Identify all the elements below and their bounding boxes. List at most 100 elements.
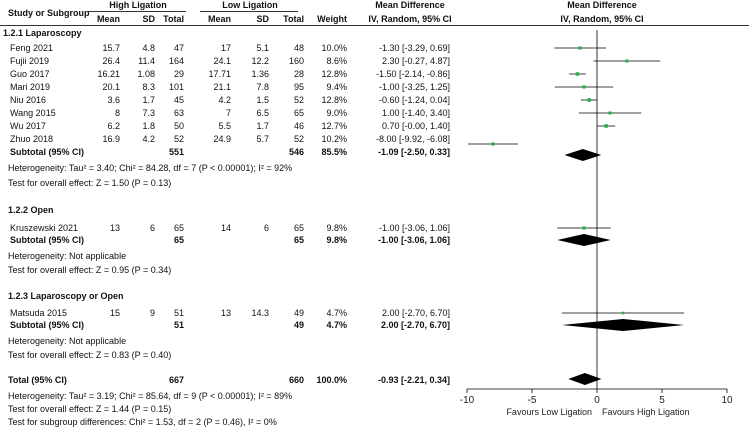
heterogeneity-text: Heterogeneity: Not applicable <box>8 251 127 261</box>
high-mean: 26.4 <box>102 56 120 66</box>
subtotal-label: Subtotal (95% CI) <box>10 320 85 330</box>
low-sd: 1.5 <box>256 95 269 105</box>
header-high-sd: SD <box>142 14 155 24</box>
weight: 12.8% <box>321 69 347 79</box>
x-tick-label: 0 <box>594 395 600 406</box>
high-total: 47 <box>173 43 184 53</box>
study-marker <box>604 124 608 128</box>
high-total: 29 <box>173 69 184 79</box>
high-total: 164 <box>168 56 184 66</box>
low-sd: 5.1 <box>256 43 269 53</box>
header-plot-title: Mean Difference <box>567 0 637 10</box>
study-marker <box>578 46 582 50</box>
subgroup-differences-text: Test for subgroup differences: Chi² = 1.… <box>8 417 277 427</box>
header-high-mean: Mean <box>96 14 120 24</box>
low-mean: 21.1 <box>213 82 231 92</box>
low-total: 52 <box>293 134 304 144</box>
favours-low-label: Favours Low Ligation <box>506 407 592 417</box>
header-weight: Weight <box>317 14 347 24</box>
pooled-diamond <box>557 234 611 246</box>
total-heterogeneity-text: Heterogeneity: Tau² = 3.19; Chi² = 85.64… <box>8 391 293 401</box>
total-ci-text: -0.93 [-2.21, 0.34] <box>377 375 450 385</box>
subgroup-title: 1.2.2 Open <box>8 205 54 215</box>
ci-text: -1.00 [-3.25, 1.25] <box>378 82 450 92</box>
high-total: 50 <box>173 121 184 131</box>
low-total: 52 <box>293 95 304 105</box>
header-low-sd: SD <box>256 14 269 24</box>
total-weight: 100.0% <box>316 375 347 385</box>
study-name: Kruszewski 2021 <box>10 223 79 233</box>
low-mean: 13 <box>220 308 231 318</box>
favours-high-label: Favours High Ligation <box>602 407 690 417</box>
header-md-method: IV, Random, 95% CI <box>368 14 452 24</box>
low-sd: 1.7 <box>256 121 269 131</box>
header-md-title: Mean Difference <box>375 0 445 10</box>
low-total: 28 <box>293 69 304 79</box>
header-high-total: Total <box>163 14 184 24</box>
total-low-total: 660 <box>288 375 304 385</box>
low-mean: 17.71 <box>208 69 231 79</box>
high-sd: 1.8 <box>142 121 155 131</box>
low-sd: 6.5 <box>256 108 269 118</box>
subtotal-ci-text: -1.00 [-3.06, 1.06] <box>377 235 450 245</box>
study-marker <box>575 72 580 76</box>
subgroup-title: 1.2.1 Laparoscopy <box>3 28 82 38</box>
low-sd: 5.7 <box>256 134 269 144</box>
subtotal-low-total: 65 <box>293 235 304 245</box>
study-name: Matsuda 2015 <box>10 308 68 318</box>
high-total: 65 <box>173 223 184 233</box>
high-total: 63 <box>173 108 184 118</box>
low-total: 95 <box>293 82 304 92</box>
subtotal-high-total: 51 <box>173 320 184 330</box>
low-total: 49 <box>293 308 304 318</box>
weight: 12.7% <box>321 121 347 131</box>
ci-text: 2.00 [-2.70, 6.70] <box>381 308 450 318</box>
high-sd: 11.4 <box>138 56 155 66</box>
ci-text: -8.00 [-9.92, -6.08] <box>375 134 450 144</box>
low-mean: 7 <box>225 108 231 118</box>
subtotal-high-total: 551 <box>168 147 184 157</box>
x-tick-label: 10 <box>721 395 733 406</box>
high-mean: 16.9 <box>102 134 120 144</box>
high-sd: 9 <box>149 308 155 318</box>
high-mean: 13 <box>109 223 120 233</box>
weight: 12.8% <box>321 95 347 105</box>
high-mean: 20.1 <box>102 82 120 92</box>
low-mean: 5.5 <box>218 121 231 131</box>
low-total: 65 <box>293 223 304 233</box>
high-sd: 1.7 <box>142 95 155 105</box>
header-low-ligation: Low Ligation <box>222 0 278 10</box>
header-low-total: Total <box>283 14 304 24</box>
study-name: Feng 2021 <box>10 43 54 53</box>
subtotal-label: Subtotal (95% CI) <box>10 235 85 245</box>
high-sd: 8.3 <box>142 82 155 92</box>
overall-effect-text: Test for overall effect: Z = 0.95 (P = 0… <box>8 265 172 275</box>
pooled-diamond <box>561 319 685 331</box>
header-high-ligation: High Ligation <box>109 0 167 10</box>
ci-text: -0.60 [-1.24, 0.04] <box>378 95 450 105</box>
low-mean: 24.9 <box>213 134 231 144</box>
high-mean: 6.2 <box>107 121 120 131</box>
high-mean: 15.7 <box>102 43 120 53</box>
high-total: 101 <box>168 82 184 92</box>
weight: 10.2% <box>321 134 347 144</box>
header-low-mean: Mean <box>207 14 231 24</box>
total-overall-effect-text: Test for overall effect: Z = 1.44 (P = 0… <box>8 404 172 414</box>
high-sd: 7.3 <box>142 108 155 118</box>
study-name: Guo 2017 <box>10 69 50 79</box>
low-mean: 14 <box>220 223 231 233</box>
subtotal-weight: 4.7% <box>326 320 347 330</box>
high-mean: 16.21 <box>97 69 120 79</box>
subtotal-low-total: 49 <box>293 320 304 330</box>
high-sd: 1.08 <box>137 69 155 79</box>
weight: 4.7% <box>326 308 347 318</box>
header-divider <box>0 25 749 26</box>
overall-effect-text: Test for overall effect: Z = 0.83 (P = 0… <box>8 350 172 360</box>
study-marker <box>587 98 591 102</box>
low-mean: 4.2 <box>218 95 231 105</box>
header-study: Study or Subgroup <box>8 8 90 18</box>
weight: 10.0% <box>321 43 347 53</box>
pooled-diamond <box>564 149 602 161</box>
study-marker <box>582 85 586 89</box>
